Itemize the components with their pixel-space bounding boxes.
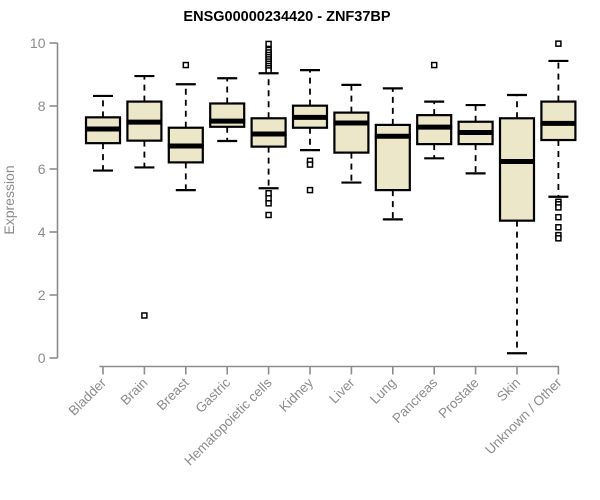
x-tick-label-liver: Liver — [326, 375, 358, 407]
outlier-point — [265, 67, 272, 74]
box-bladder — [84, 94, 122, 172]
chart-title: ENSG00000234420 - ZNF37BP — [183, 9, 390, 25]
box-brain — [126, 74, 163, 319]
outlier-point — [306, 161, 314, 168]
box-breast — [167, 61, 204, 192]
outlier-point — [265, 190, 272, 197]
y-tick-label: 10 — [30, 35, 46, 51]
x-tick-label-pancreas: Pancreas — [389, 375, 440, 426]
iqr-box — [540, 100, 577, 142]
x-tick-label-gastric: Gastric — [192, 375, 233, 416]
outlier-point — [182, 61, 190, 69]
x-tick-label-prostate: Prostate — [436, 375, 482, 421]
outlier-point — [265, 40, 272, 48]
box-skin — [498, 93, 536, 355]
outlier-point — [306, 186, 314, 194]
y-tick-label: 4 — [38, 224, 46, 240]
outlier-point — [555, 204, 562, 211]
outlier-point — [265, 211, 272, 219]
box-pancreas — [416, 61, 453, 160]
box-lung — [374, 87, 411, 221]
outlier-point — [555, 224, 562, 231]
box-liver — [333, 83, 370, 184]
box-hematopoietic-cells — [250, 40, 287, 219]
y-tick-label: 2 — [38, 287, 46, 303]
outlier-point — [430, 61, 438, 69]
x-tick-label-brain: Brain — [118, 375, 151, 408]
outlier-point — [555, 213, 562, 221]
box-unknown-other — [540, 40, 577, 242]
y-tick-label: 6 — [38, 161, 46, 177]
box-kidney — [291, 68, 329, 194]
x-tick-label-skin: Skin — [494, 375, 523, 404]
y-axis-label: Expression — [1, 165, 17, 234]
outlier-point — [555, 235, 562, 242]
iqr-box — [416, 114, 453, 146]
x-tick-label-kidney: Kidney — [276, 375, 316, 415]
y-tick-label: 0 — [38, 350, 46, 366]
box-prostate — [457, 103, 494, 175]
x-tick-label-lung: Lung — [367, 375, 399, 407]
outlier-point — [265, 200, 272, 207]
box-gastric — [209, 77, 246, 143]
x-tick-label-bladder: Bladder — [66, 375, 110, 419]
y-tick-label: 8 — [38, 98, 46, 114]
iqr-box — [333, 111, 370, 154]
outlier-point — [141, 312, 148, 319]
iqr-box — [498, 117, 536, 222]
x-tick-label-unknown-other: Unknown / Other — [482, 375, 565, 458]
outlier-point — [555, 40, 562, 47]
outlier-point — [265, 195, 272, 202]
x-tick-label-breast: Breast — [154, 375, 192, 413]
